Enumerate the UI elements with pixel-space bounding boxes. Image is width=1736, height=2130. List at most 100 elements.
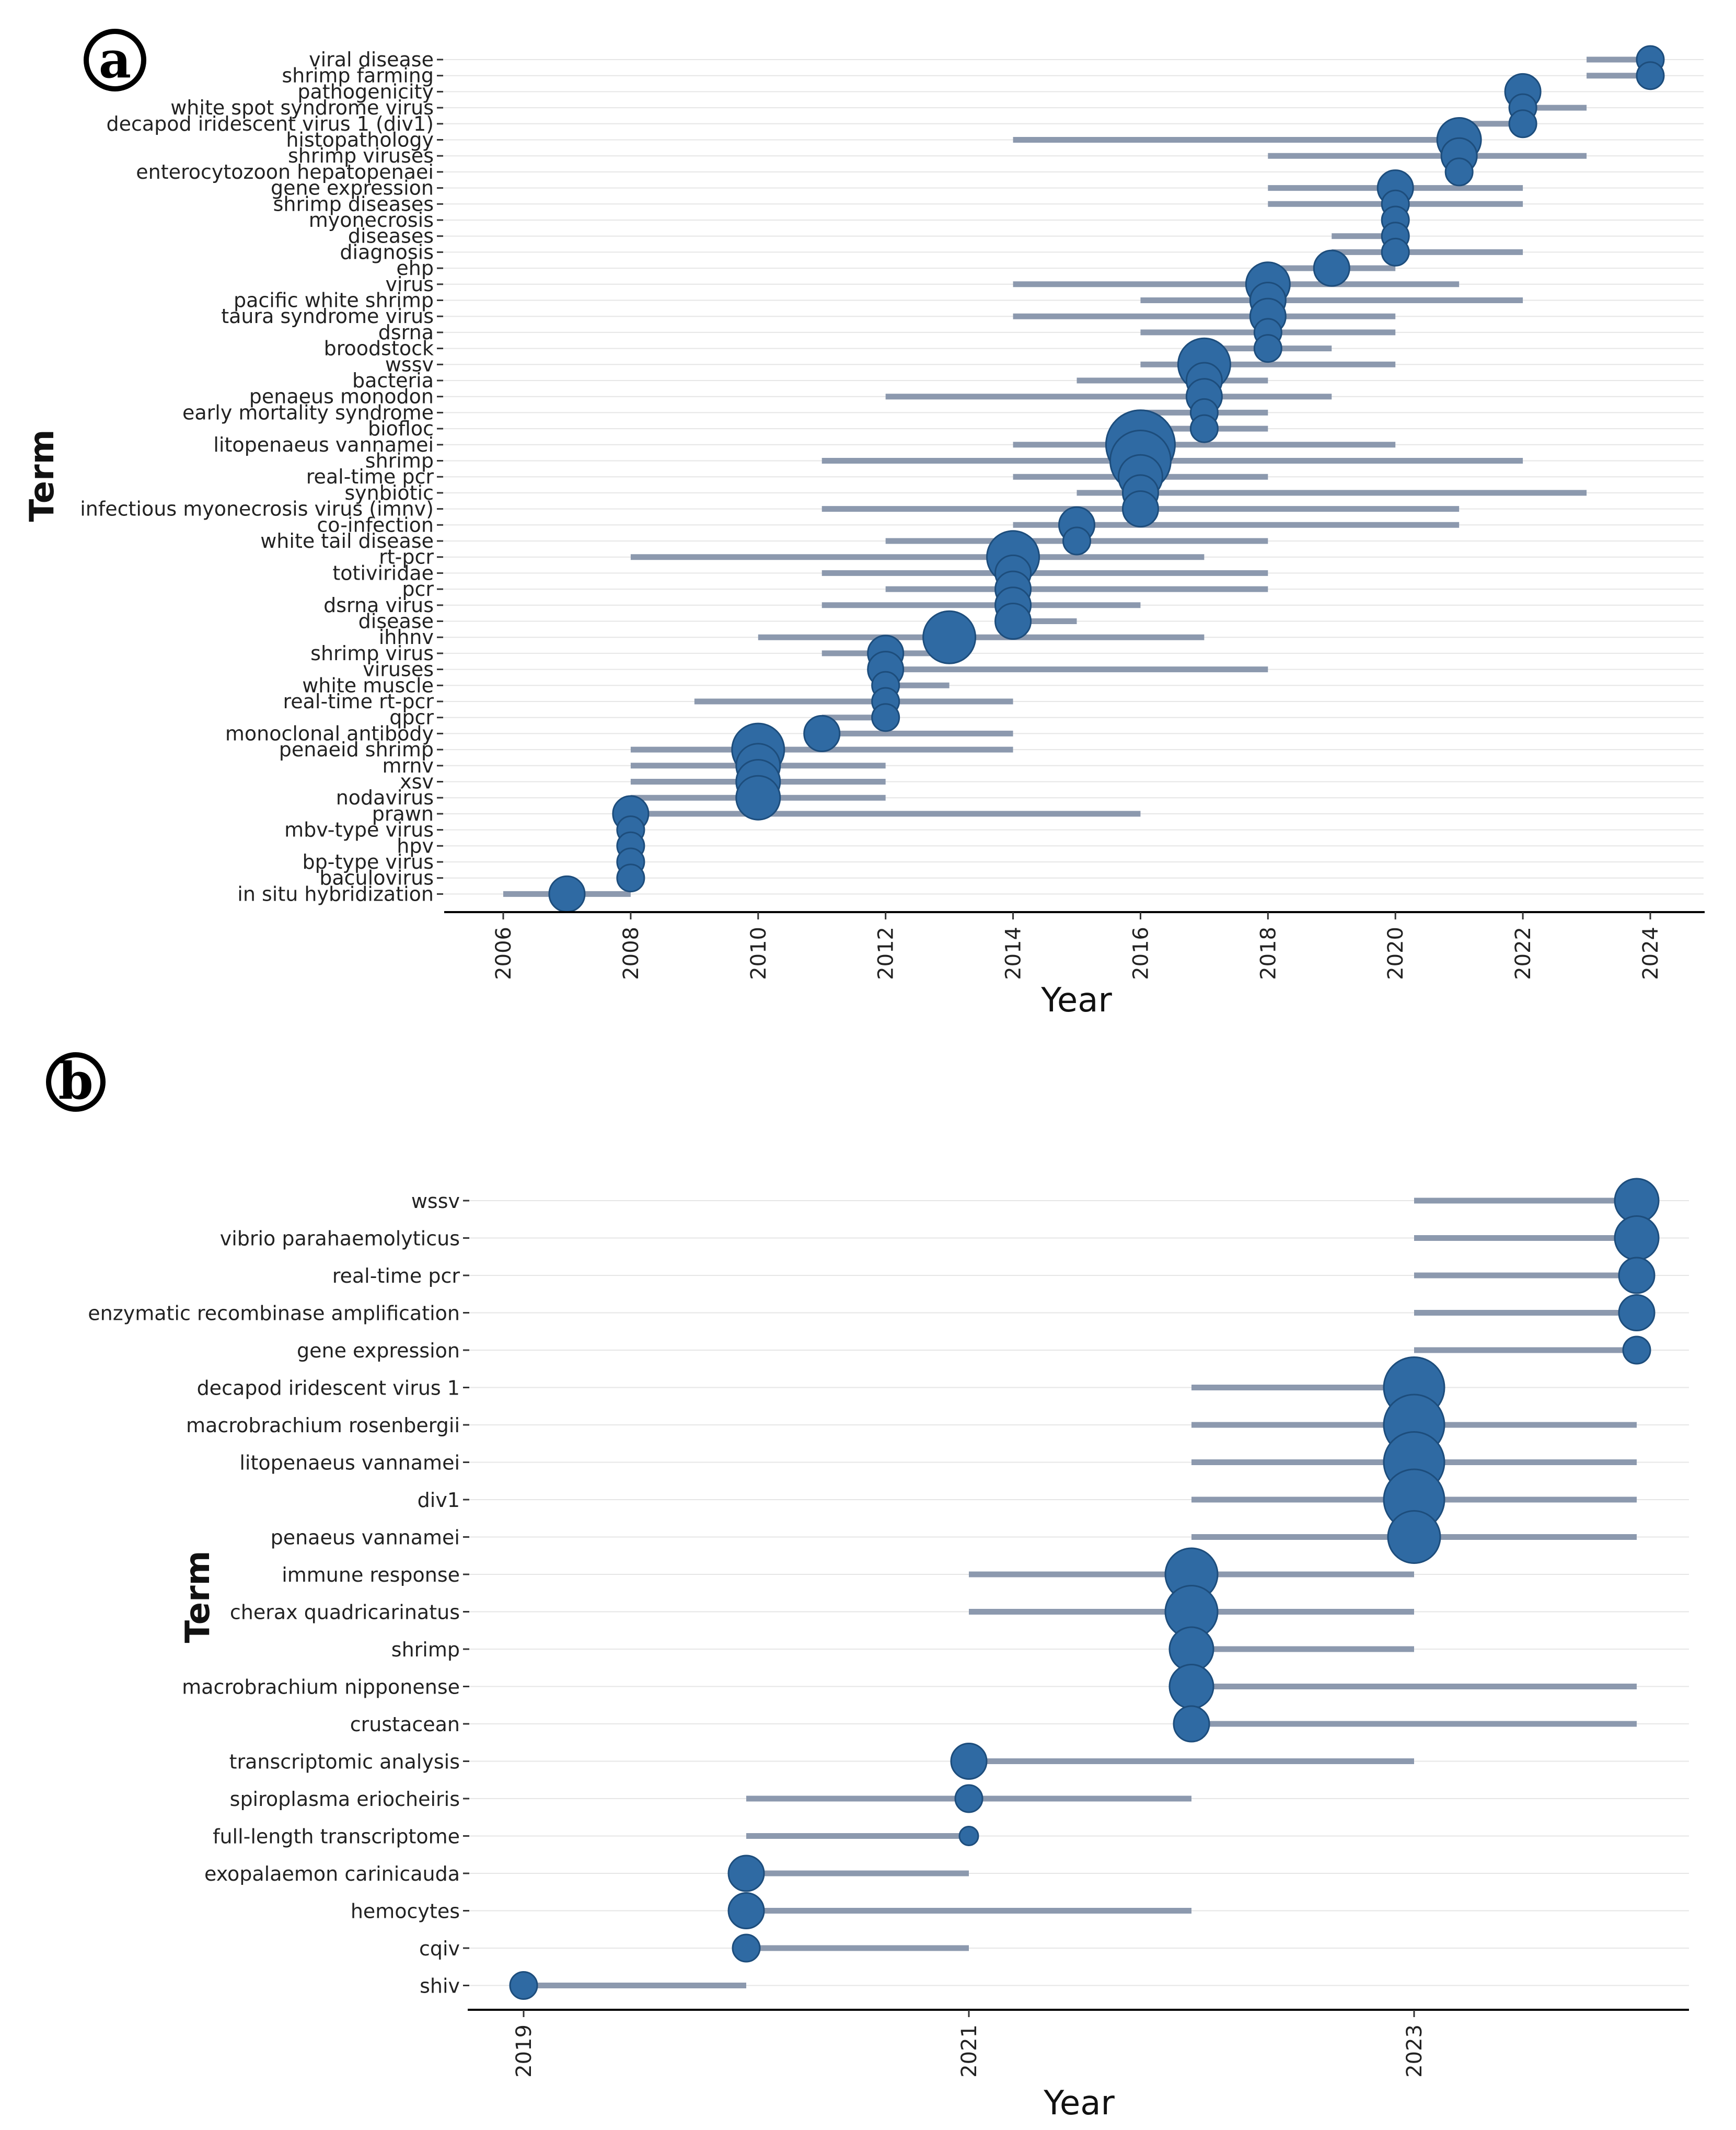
term-bubble	[1387, 1510, 1441, 1564]
term-label: in situ hybridization	[237, 882, 434, 905]
term-label: pathogenicity	[297, 80, 434, 103]
term-label: hemocytes	[351, 1900, 460, 1923]
term-bubble	[727, 1855, 765, 1892]
term-label: immune response	[282, 1563, 460, 1586]
term-label: spiroplasma eriocheiris	[230, 1788, 460, 1811]
term-label: co-infection	[317, 513, 434, 536]
x-tick-label: 2010	[747, 927, 771, 980]
term-bubble	[950, 1743, 988, 1780]
panel-b-x-axis: 2019 2021 2023	[468, 2009, 1689, 2078]
term-label: qpcr	[389, 706, 434, 729]
panel-a-x-axis-title: Year	[1040, 981, 1112, 1020]
panel-b-y-axis-title: Term	[179, 1551, 217, 1643]
term-label: litopenaeus vannamei	[239, 1452, 460, 1475]
term-label: shrimp diseases	[273, 192, 434, 215]
term-label: shrimp	[391, 1638, 460, 1661]
term-bubble	[1062, 526, 1091, 556]
term-bubble	[1618, 1294, 1656, 1331]
panel-b-range-bars	[524, 1198, 1637, 1988]
term-label: wssv	[411, 1190, 460, 1213]
term-label: taura syndrome virus	[221, 305, 434, 328]
term-label: bp-type virus	[303, 850, 434, 873]
panel-b-x-axis-title: Year	[1043, 2084, 1115, 2123]
term-label: shiv	[420, 1975, 460, 1998]
term-label: early mortality syndrome	[182, 401, 434, 424]
x-tick-label: 2018	[1256, 927, 1280, 980]
term-bubble	[616, 863, 645, 893]
term-label: baculovirus	[319, 867, 434, 890]
x-tick-label: 2008	[619, 927, 643, 980]
term-label: vibrio parahaemolyticus	[220, 1227, 460, 1250]
term-label: infectious myonecrosis virus (imnv)	[80, 498, 434, 521]
term-label: white tail disease	[260, 529, 434, 552]
term-bubble	[1381, 237, 1410, 267]
panel-a-y-axis-title: Term	[23, 430, 62, 522]
term-label: virus	[385, 273, 434, 296]
panel-b-bubbles	[509, 1178, 1660, 2000]
panel-a-bubbles	[548, 45, 1665, 913]
term-label: pcr	[402, 578, 434, 601]
term-label: enzymatic recombinase amplification	[88, 1302, 460, 1325]
term-bubble	[922, 610, 977, 664]
term-label: penaeid shrimp	[279, 738, 434, 761]
term-bubble	[1189, 414, 1219, 443]
panel-a-letter-badge: a	[84, 29, 146, 91]
term-label: broodstock	[324, 337, 434, 360]
term-bubble	[1444, 157, 1474, 187]
term-label: dsrna	[378, 321, 434, 344]
term-bubble	[1313, 249, 1350, 287]
term-label: div1	[418, 1489, 460, 1512]
term-bubble	[1618, 1257, 1656, 1294]
term-label: myonecrosis	[309, 209, 434, 232]
term-bubble	[958, 1826, 979, 1846]
term-bubble	[1508, 109, 1537, 139]
term-bubble	[1614, 1215, 1660, 1261]
term-label: prawn	[372, 802, 434, 825]
term-label: xsv	[400, 770, 434, 793]
term-label: rt-pcr	[379, 546, 434, 569]
term-bubble	[548, 875, 586, 913]
panel-b-letter-badge: b	[46, 1052, 106, 1112]
panel-a-x-axis: 2006 2008 2010 2012 2014 2016 2018 2020 2022 2024	[444, 911, 1705, 980]
term-label: shrimp virus	[310, 642, 434, 665]
term-label: ihhnv	[379, 626, 434, 649]
term-label: real-time pcr	[332, 1264, 460, 1287]
term-label: diagnosis	[340, 240, 434, 263]
term-label: bacteria	[352, 369, 434, 392]
term-label: shrimp farming	[282, 64, 434, 87]
term-bubble	[871, 703, 900, 732]
term-label: decapod iridescent virus 1	[197, 1377, 460, 1400]
term-label: disease	[358, 610, 434, 633]
term-label: histopathology	[286, 129, 434, 152]
term-label: totiviridae	[332, 561, 434, 584]
term-label: hpv	[397, 834, 434, 857]
panel-b-term-labels: wssv vibrio parahaemolyticus real-time pcr…	[88, 1190, 469, 1998]
x-tick-label: 2014	[1002, 927, 1026, 980]
term-label: biofloc	[368, 417, 434, 440]
term-label: viral disease	[309, 48, 434, 71]
term-label: pacific white shrimp	[234, 289, 434, 312]
term-bubble	[1173, 1705, 1210, 1743]
term-label: white muscle	[302, 674, 434, 697]
x-tick-label: 2021	[957, 2024, 981, 2078]
panel-b-letter: b	[58, 1052, 93, 1111]
term-label: viruses	[363, 658, 434, 681]
term-label: enterocytozoon hepatopenaei	[136, 160, 434, 183]
x-tick-label: 2022	[1511, 927, 1535, 980]
term-label: wssv	[385, 353, 434, 376]
term-bubble	[954, 1784, 983, 1813]
term-label: macrobrachium rosenbergii	[186, 1414, 460, 1437]
term-bubble	[1636, 61, 1665, 90]
term-bubble	[727, 1892, 765, 1929]
panel-b-gridlines	[468, 1200, 1689, 1986]
term-label: dsrna virus	[323, 594, 434, 617]
term-bubble	[509, 1971, 538, 2000]
term-bubble	[732, 1933, 761, 1963]
term-label: white spot syndrome virus	[170, 96, 434, 119]
term-label: litopenaeus vannamei	[213, 433, 434, 456]
term-label: exopalaemon carinicauda	[204, 1862, 460, 1885]
term-label: mbv-type virus	[284, 819, 434, 842]
term-bubble	[1168, 1664, 1214, 1709]
